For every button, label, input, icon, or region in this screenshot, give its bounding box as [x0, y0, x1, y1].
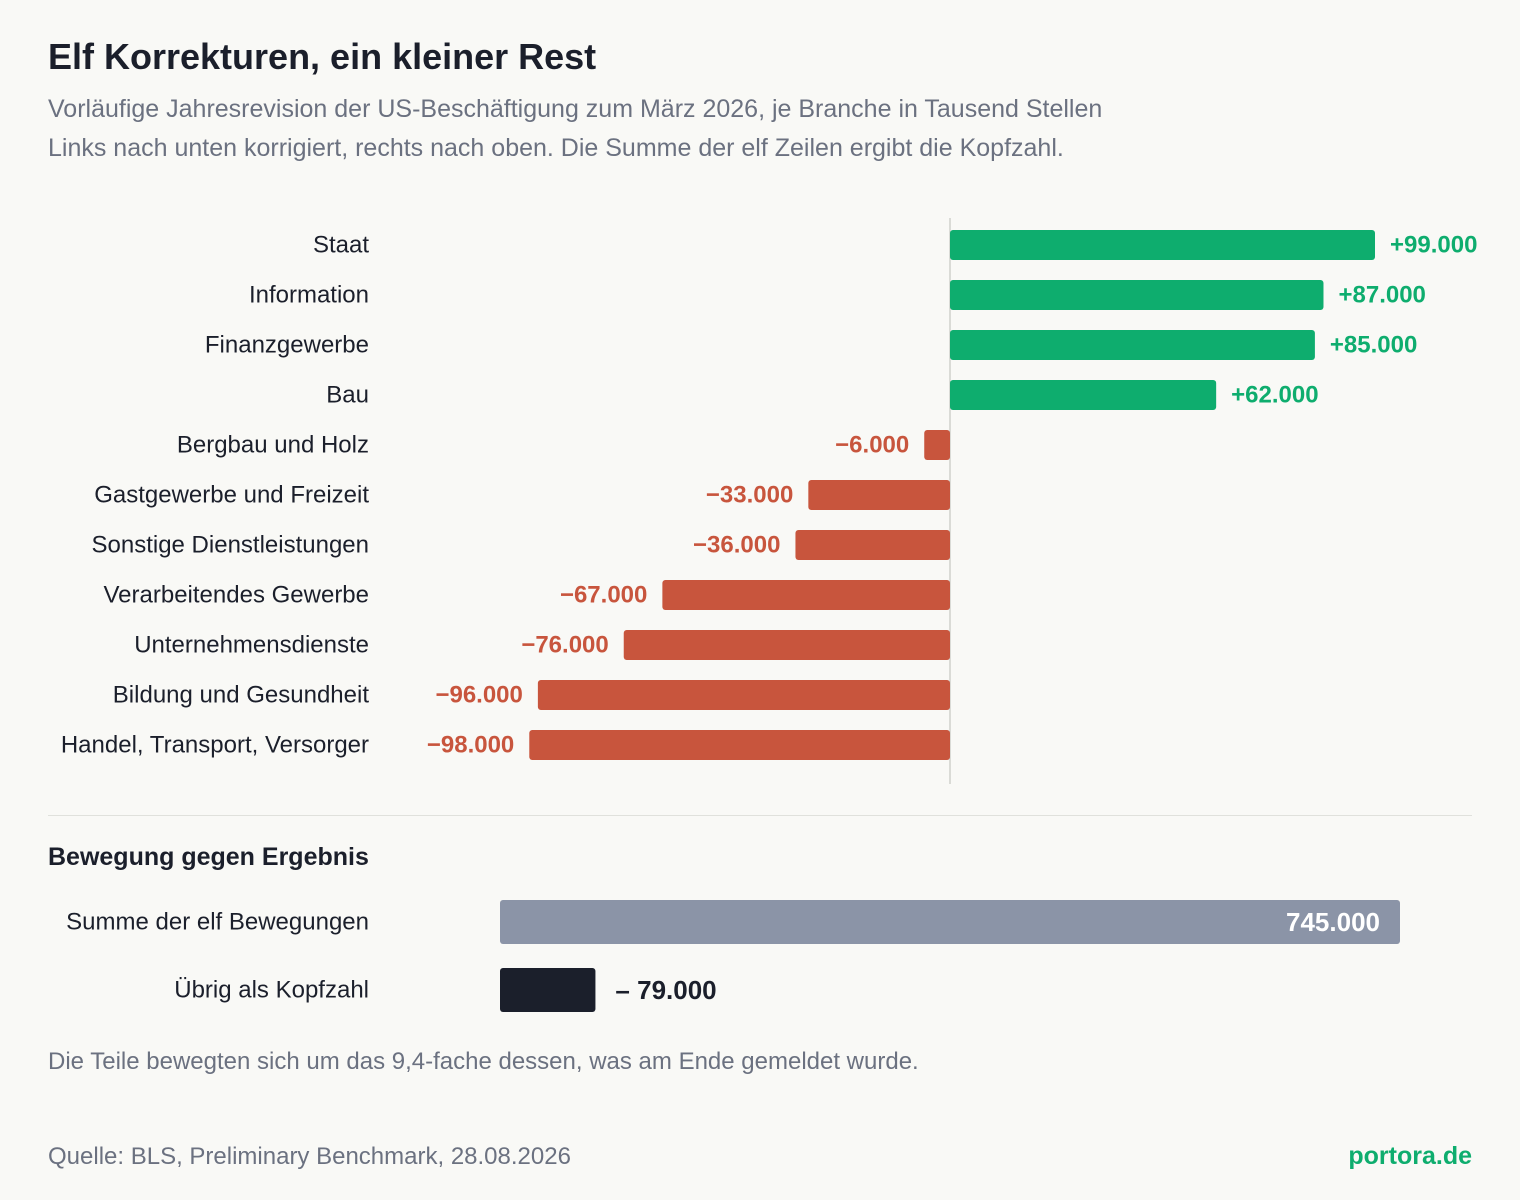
bar-8 — [623, 630, 950, 660]
value-label-3: +62.000 — [1231, 382, 1318, 409]
value-label-4: −6.000 — [835, 432, 909, 459]
section-divider — [48, 815, 1472, 816]
value-label-9: −96.000 — [435, 682, 522, 709]
value-label-0: +99.000 — [1390, 232, 1477, 259]
category-label-6: Sonstige Dienstleistungen — [91, 532, 369, 559]
comparison-bar-1 — [500, 968, 596, 1012]
comparison-title: Bewegung gegen Ergebnis — [48, 843, 369, 871]
comparison-value-1: – 79.000 — [615, 975, 716, 1005]
category-label-0: Staat — [313, 232, 369, 259]
bar-7 — [662, 580, 950, 610]
comparison-bar-0 — [500, 900, 1400, 944]
comparison-label-1: Übrig als Kopfzahl — [174, 977, 369, 1004]
source-line: Quelle: BLS, Preliminary Benchmark, 28.0… — [48, 1143, 571, 1170]
value-label-10: −98.000 — [427, 732, 514, 759]
value-label-7: −67.000 — [560, 582, 647, 609]
bar-0 — [950, 230, 1375, 260]
category-label-9: Bildung und Gesundheit — [113, 682, 370, 709]
category-label-8: Unternehmensdienste — [134, 632, 369, 659]
movement-vs-result-chart: Summe der elf Bewegungen 745.000 Übrig als… — [66, 900, 1400, 1012]
comparison-label-0: Summe der elf Bewegungen — [66, 909, 369, 936]
value-label-8: −76.000 — [521, 632, 608, 659]
category-label-2: Finanzgewerbe — [205, 332, 369, 359]
bar-3 — [950, 380, 1217, 410]
bar-4 — [924, 430, 950, 460]
category-label-4: Bergbau und Holz — [177, 432, 369, 459]
value-label-1: +87.000 — [1338, 282, 1425, 309]
brand-link[interactable]: portora.de — [1348, 1142, 1472, 1170]
bar-5 — [808, 480, 950, 510]
chart-title: Elf Korrekturen, ein kleiner Rest — [48, 36, 597, 77]
footnote: Die Teile bewegten sich um das 9,4-fache… — [48, 1048, 919, 1075]
category-label-3: Bau — [326, 382, 369, 409]
bar-9 — [537, 680, 950, 710]
value-label-5: −33.000 — [706, 482, 793, 509]
bar-2 — [950, 330, 1315, 360]
category-label-1: Information — [249, 282, 369, 309]
bar-10 — [529, 730, 950, 760]
comparison-value-0: 745.000 — [1286, 907, 1380, 937]
category-label-7: Verarbeitendes Gewerbe — [104, 582, 370, 609]
bar-1 — [950, 280, 1324, 310]
category-label-10: Handel, Transport, Versorger — [61, 732, 369, 759]
bar-6 — [795, 530, 950, 560]
chart-subtitle-line-2: Links nach unten korrigiert, rechts nach… — [48, 134, 1064, 162]
revision-by-sector-chart: Staat +99.000 Information +87.000 Finanzgewe… — [61, 218, 1477, 784]
chart-subtitle-line-1: Vorläufige Jahresrevision der US-Beschäf… — [48, 95, 1103, 123]
value-label-6: −36.000 — [693, 532, 780, 559]
value-label-2: +85.000 — [1330, 332, 1417, 359]
category-label-5: Gastgewerbe und Freizeit — [94, 482, 369, 509]
